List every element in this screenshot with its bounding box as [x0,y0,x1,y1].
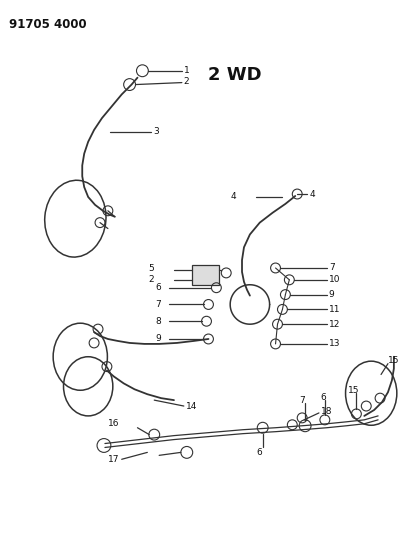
Text: 16: 16 [108,419,119,429]
Text: 6: 6 [255,448,261,457]
Text: 91705 4000: 91705 4000 [9,18,87,30]
Text: 6: 6 [155,283,161,292]
Text: 4: 4 [308,190,314,198]
Text: 7: 7 [155,300,161,309]
Text: 6: 6 [319,393,325,402]
Text: 1: 1 [183,66,189,75]
Text: 4: 4 [230,192,235,201]
Text: 10: 10 [328,276,339,284]
Text: 13: 13 [328,340,339,349]
Text: 5: 5 [148,264,154,273]
Bar [191,265,219,285]
Text: 7: 7 [298,395,304,405]
Text: 18: 18 [320,407,332,416]
Text: 11: 11 [328,305,339,314]
Text: 9: 9 [155,335,161,343]
Text: 9: 9 [328,290,334,299]
Text: 2 WD: 2 WD [208,66,261,84]
Text: 15: 15 [387,356,399,365]
Text: 2: 2 [183,77,189,86]
Text: 14: 14 [185,401,196,410]
Text: 17: 17 [108,455,119,464]
Text: 15: 15 [347,386,358,395]
Text: 12: 12 [328,320,339,329]
Text: 3: 3 [153,127,159,136]
Text: 8: 8 [155,317,161,326]
Text: 2: 2 [148,276,154,284]
Text: 7: 7 [328,263,334,272]
